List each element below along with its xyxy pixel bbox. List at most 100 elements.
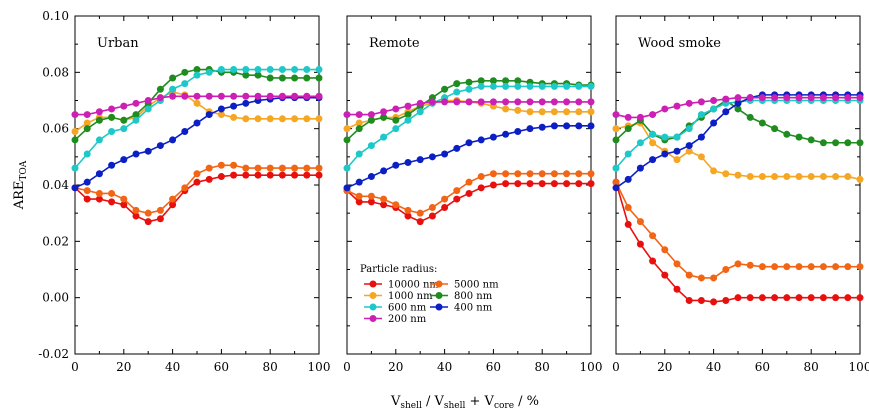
data-point xyxy=(83,187,91,195)
data-point xyxy=(624,125,632,133)
data-point xyxy=(108,198,116,206)
data-point xyxy=(734,260,742,268)
y-tick-label: 0.10 xyxy=(42,9,69,23)
data-point xyxy=(832,139,840,147)
data-point xyxy=(441,150,449,158)
data-point xyxy=(291,115,299,123)
data-point xyxy=(169,85,177,93)
data-point xyxy=(587,180,595,188)
data-point xyxy=(428,98,436,106)
data-point xyxy=(132,212,140,220)
x-tick-label: 60 xyxy=(214,360,229,374)
data-point xyxy=(563,82,571,90)
y-tick-label: 0.00 xyxy=(42,291,69,305)
data-point xyxy=(563,180,571,188)
data-point xyxy=(416,108,424,116)
data-point xyxy=(156,142,164,150)
legend-item: 10000 nm xyxy=(364,280,439,291)
x-tick-label: 20 xyxy=(388,360,403,374)
data-point xyxy=(315,171,323,179)
data-point xyxy=(856,139,864,147)
data-point xyxy=(120,195,128,203)
data-point xyxy=(612,111,620,119)
data-point xyxy=(428,204,436,212)
data-point xyxy=(477,136,485,144)
x-label-sub2: shell xyxy=(444,401,466,411)
data-point xyxy=(392,161,400,169)
y-tick-label: 0.02 xyxy=(42,234,69,248)
data-point xyxy=(587,122,595,130)
data-point xyxy=(355,198,363,206)
data-point xyxy=(355,178,363,186)
data-point xyxy=(636,240,644,248)
data-point xyxy=(193,178,201,186)
data-point xyxy=(355,125,363,133)
data-point xyxy=(758,173,766,181)
data-point xyxy=(367,198,375,206)
data-point xyxy=(832,294,840,302)
data-point xyxy=(453,98,461,106)
x-tick-label: 0 xyxy=(343,360,351,374)
data-point xyxy=(514,82,522,90)
data-point xyxy=(502,180,510,188)
data-point xyxy=(205,68,213,76)
data-point xyxy=(380,167,388,175)
x-axis-label: Vshell / Vshell + Vcore / % xyxy=(390,394,539,411)
data-point xyxy=(95,170,103,178)
data-point xyxy=(685,271,693,279)
data-point xyxy=(315,92,323,100)
data-point xyxy=(242,71,250,79)
data-point xyxy=(367,116,375,124)
data-point xyxy=(95,136,103,144)
data-point xyxy=(120,156,128,164)
x-label-sub3: core xyxy=(494,401,514,411)
x-tick-label: 100 xyxy=(580,360,603,374)
data-point xyxy=(771,263,779,271)
data-point xyxy=(795,294,803,302)
y-tick-label: 0.04 xyxy=(42,178,69,192)
data-point xyxy=(181,184,189,192)
data-point xyxy=(612,136,620,144)
series-5000-nm xyxy=(612,178,864,282)
data-point xyxy=(132,116,140,124)
data-point xyxy=(587,82,595,90)
data-point xyxy=(266,171,274,179)
data-point xyxy=(120,102,128,110)
legend-label: 600 nm xyxy=(388,303,427,314)
data-point xyxy=(771,294,779,302)
data-point xyxy=(120,201,128,209)
panel-title: Wood smoke xyxy=(638,36,721,51)
data-point xyxy=(303,92,311,100)
data-point xyxy=(428,153,436,161)
data-point xyxy=(514,170,522,178)
data-point xyxy=(465,78,473,86)
data-point xyxy=(538,108,546,116)
data-point xyxy=(771,94,779,102)
data-point xyxy=(465,98,473,106)
data-point xyxy=(575,98,583,106)
data-point xyxy=(453,80,461,88)
series-200-nm xyxy=(612,94,864,121)
data-point xyxy=(489,77,497,85)
data-point xyxy=(278,115,286,123)
panel-frame xyxy=(615,15,861,355)
data-point xyxy=(193,66,201,74)
data-point xyxy=(465,139,473,147)
data-point xyxy=(746,113,754,121)
data-point xyxy=(624,175,632,183)
data-point xyxy=(303,171,311,179)
legend-item: 5000 nm xyxy=(430,280,499,291)
series-600-nm xyxy=(343,82,595,172)
data-point xyxy=(685,99,693,107)
data-point xyxy=(291,171,299,179)
data-point xyxy=(217,161,225,169)
data-point xyxy=(380,201,388,209)
data-point xyxy=(303,66,311,74)
data-point xyxy=(392,105,400,113)
data-point xyxy=(355,150,363,158)
data-point xyxy=(844,173,852,181)
series-10000-nm xyxy=(343,180,595,226)
data-point xyxy=(132,206,140,214)
data-point xyxy=(538,82,546,90)
data-point xyxy=(416,209,424,217)
